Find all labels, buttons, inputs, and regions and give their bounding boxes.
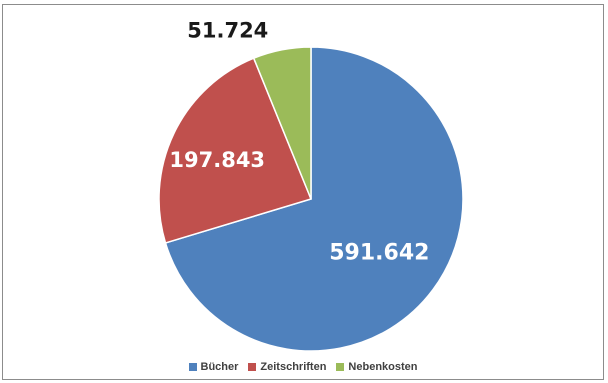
legend-label-nebenkosten: Nebenkosten <box>348 361 418 373</box>
legend-swatch-zeitschriften <box>248 363 257 371</box>
legend-item-zeitschriften: Zeitschriften <box>248 361 326 373</box>
pie-slices <box>158 46 464 352</box>
legend-label-zeitschriften: Zeitschriften <box>260 361 327 373</box>
data-label-zeitschriften: 197.843 <box>169 148 265 172</box>
chart-frame: 591.642 197.843 51.724 Bücher Zeitschrifte… <box>2 4 604 380</box>
legend-swatch-nebenkosten <box>336 363 345 371</box>
data-label-nebenkosten: 51.724 <box>187 18 268 42</box>
pie-slice-nebenkosten <box>252 46 312 200</box>
legend-label-buecher: Bücher <box>200 361 239 373</box>
pie-chart: 591.642 197.843 51.724 <box>158 18 464 352</box>
legend-item-nebenkosten: Nebenkosten <box>336 361 418 373</box>
pie-slice-zeitschriften <box>158 57 313 244</box>
legend: Bücher Zeitschriften Nebenkosten <box>3 361 603 373</box>
data-label-buecher: 591.642 <box>329 241 429 266</box>
pie-labels: 591.642 197.843 51.724 <box>169 18 429 265</box>
legend-item-buecher: Bücher <box>188 361 239 373</box>
pie-slice-buecher <box>164 46 464 352</box>
legend-swatch-buecher <box>188 363 197 371</box>
